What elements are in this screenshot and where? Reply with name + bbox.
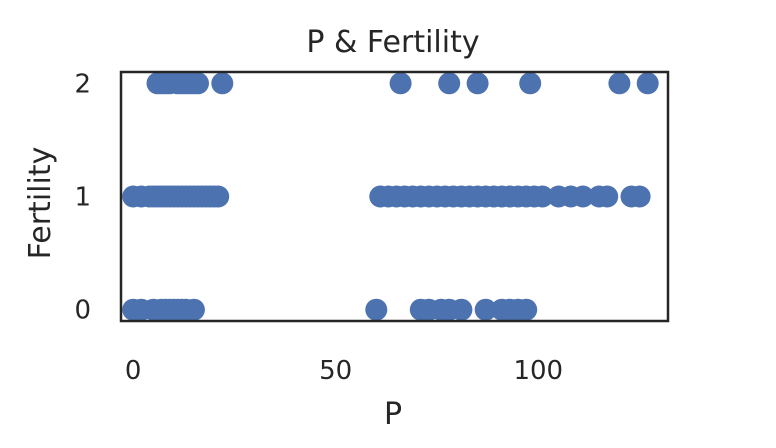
data-point	[628, 185, 651, 208]
data-point	[182, 298, 205, 321]
x-tick-label: 100	[513, 356, 563, 386]
data-point	[365, 298, 388, 321]
data-point	[636, 72, 659, 95]
chart-title: P & Fertility	[306, 25, 479, 60]
y-tick-label: 0	[74, 296, 91, 326]
y-axis-label: Fertility	[23, 147, 58, 260]
x-axis-label: P	[384, 397, 402, 432]
y-axis-ticks: 0 1 2	[74, 69, 91, 325]
data-point	[531, 185, 554, 208]
x-tick-label: 50	[319, 356, 352, 386]
data-point	[466, 72, 489, 95]
data-point	[187, 72, 209, 95]
data-point	[596, 185, 619, 208]
x-axis-ticks: 0 50 100	[125, 356, 563, 386]
data-point	[474, 298, 497, 321]
data-point	[571, 185, 594, 208]
y-tick-label: 2	[74, 69, 91, 99]
y-tick-label: 1	[74, 183, 91, 213]
data-point	[515, 298, 538, 321]
data-point	[438, 72, 461, 95]
data-point	[608, 72, 631, 95]
data-point	[207, 185, 230, 208]
data-point	[389, 72, 412, 95]
plot-frame	[119, 70, 670, 323]
data-point	[519, 72, 542, 95]
plot-area	[122, 72, 659, 321]
data-point	[450, 298, 473, 321]
data-point	[211, 72, 234, 95]
x-tick-label: 0	[125, 356, 142, 386]
